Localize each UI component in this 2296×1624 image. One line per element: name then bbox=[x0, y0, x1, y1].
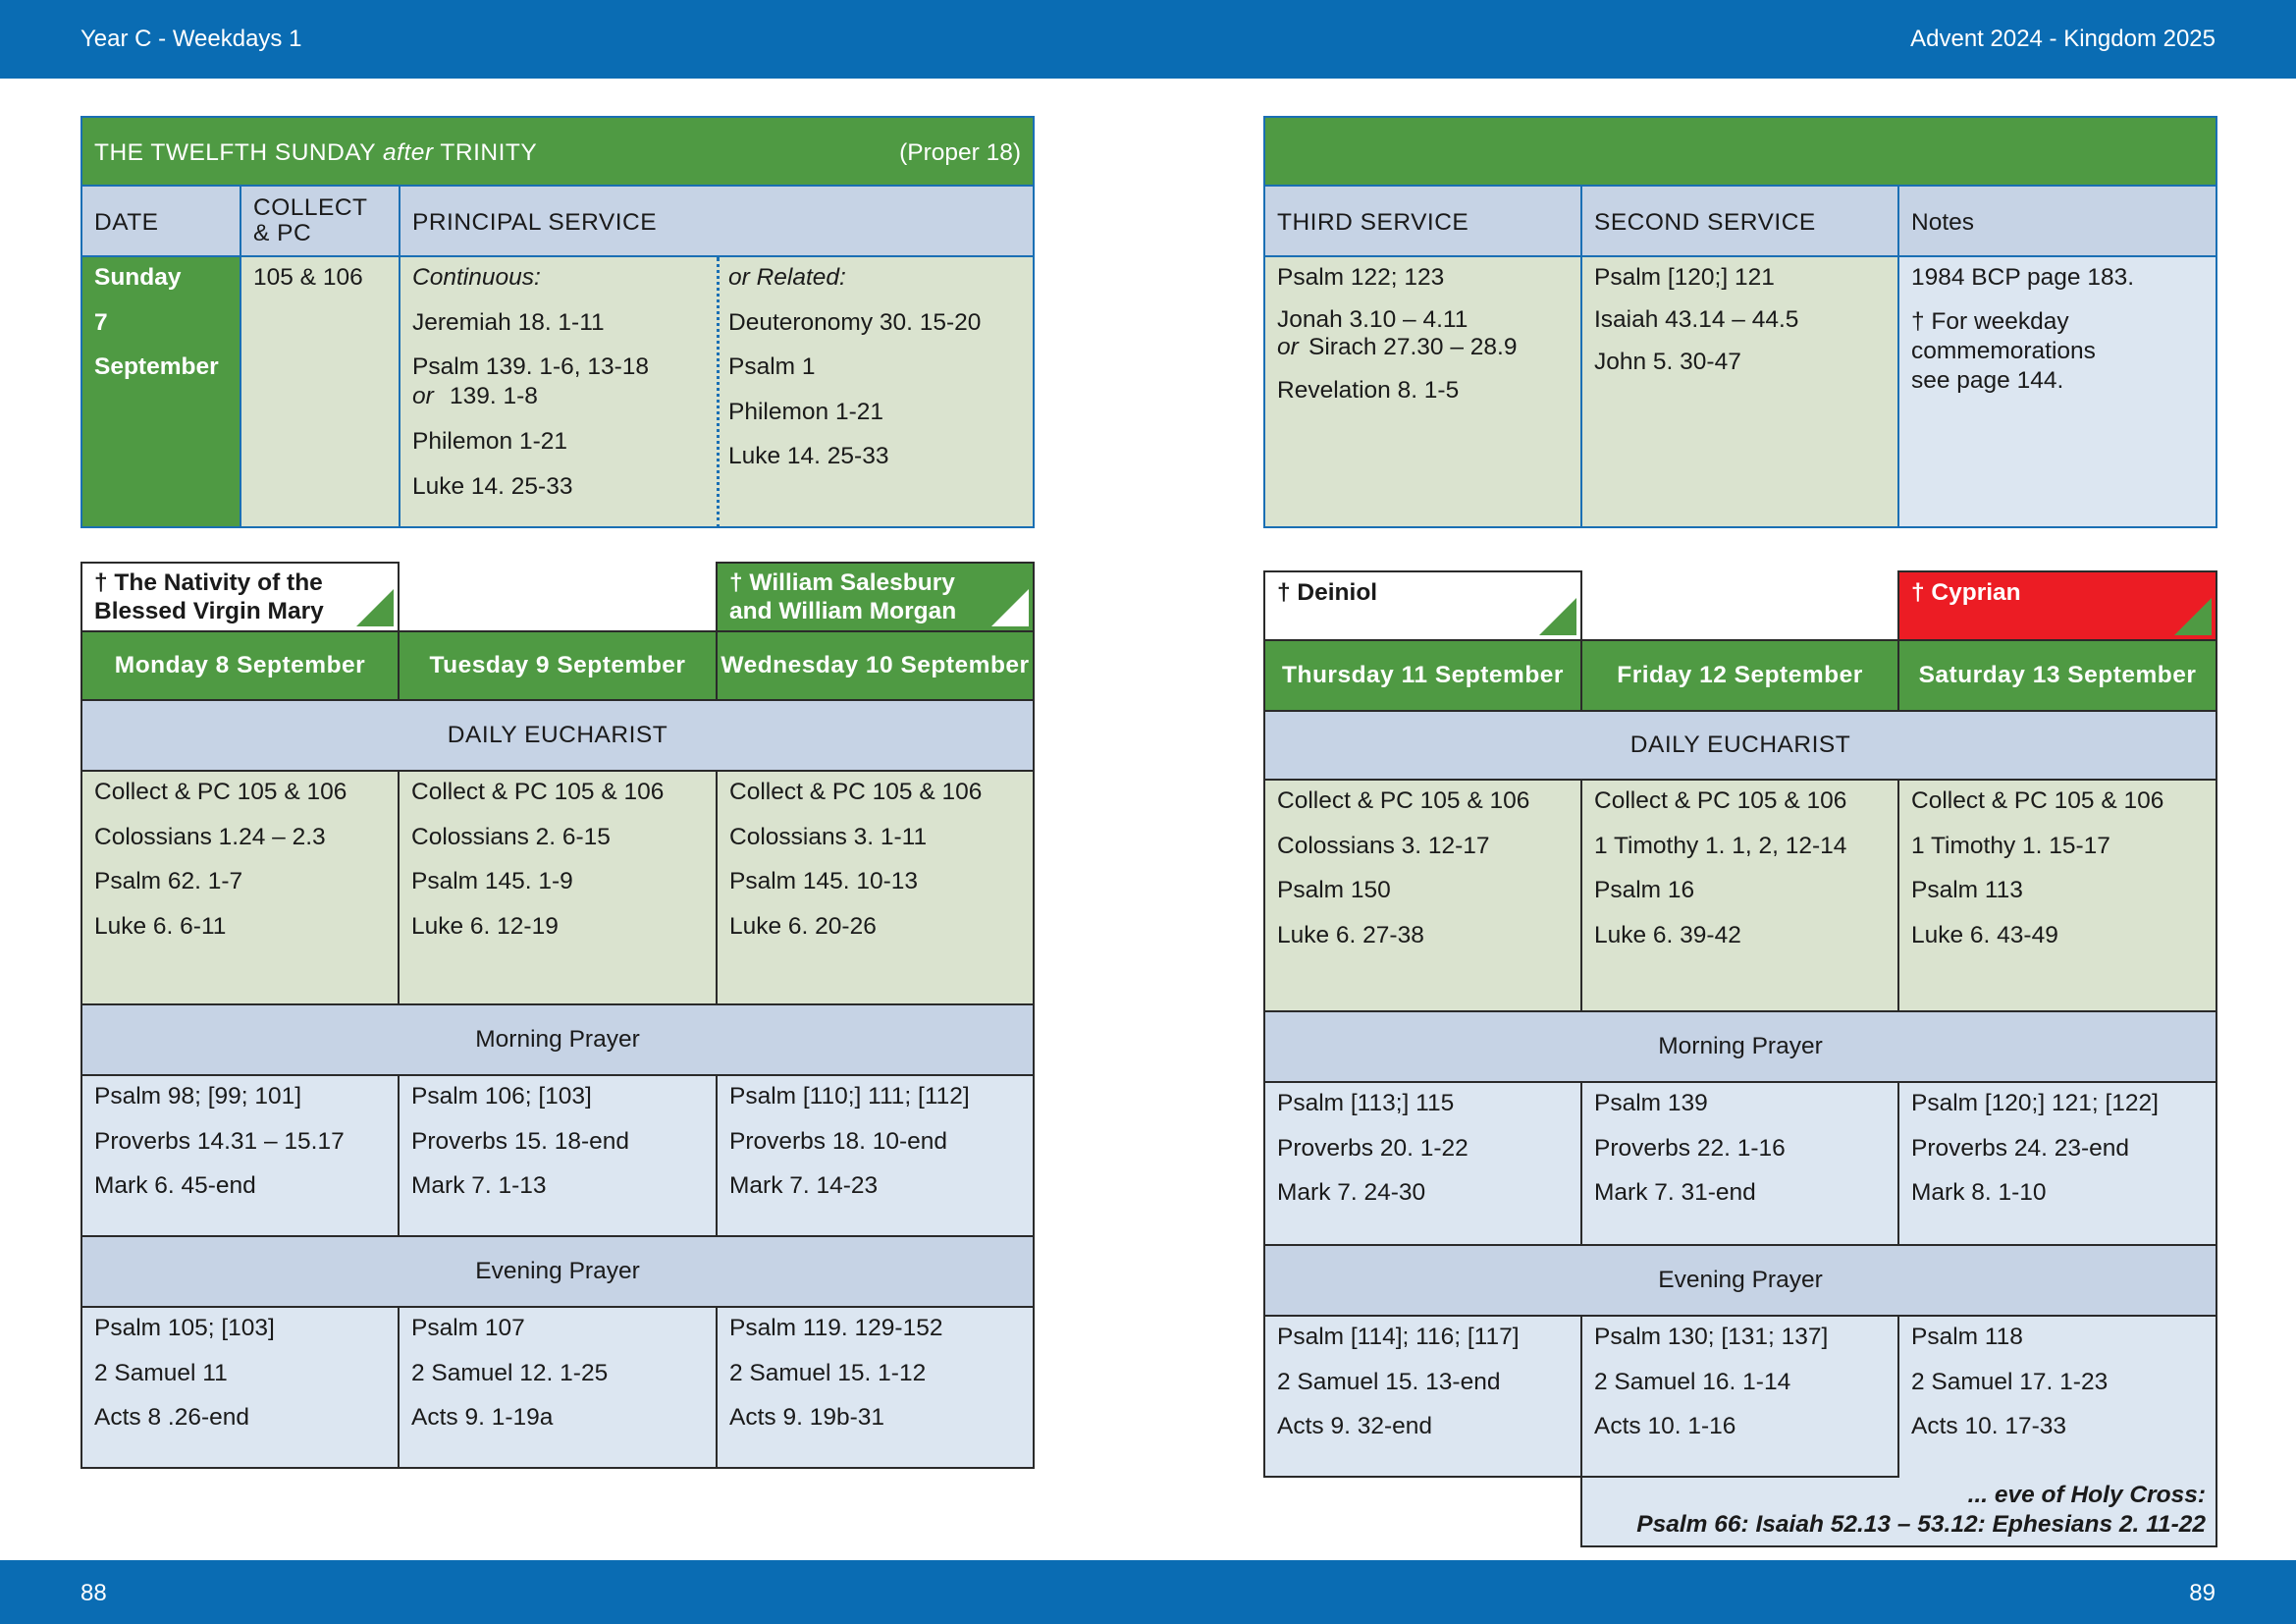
white-colour-marker-icon bbox=[991, 589, 1029, 626]
morning-friday: Psalm 139 Proverbs 22. 1-16 Mark 7. 31-e… bbox=[1580, 1081, 1899, 1246]
third-service-cell: Psalm 122; 123 Jonah 3.10 – 4.11 or Sira… bbox=[1263, 255, 1582, 528]
eucharist-thursday: Collect & PC 105 & 106 Colossians 3. 12-… bbox=[1263, 779, 1582, 1012]
footer-bar: 88 89 bbox=[0, 1560, 2296, 1624]
sunday-date-cell: Sunday 7 September bbox=[80, 255, 241, 528]
evening-tuesday: Psalm 107 2 Samuel 12. 1-25 Acts 9. 1-19… bbox=[398, 1306, 718, 1469]
friday-bottom-border bbox=[1580, 1476, 1899, 1478]
evening-monday: Psalm 105; [103] 2 Samuel 11 Acts 8 .26-… bbox=[80, 1306, 400, 1469]
eucharist-monday: Collect & PC 105 & 106 Colossians 1.24 –… bbox=[80, 770, 400, 1005]
evening-saturday: Psalm 118 2 Samuel 17. 1-23 Acts 10. 17-… bbox=[1897, 1315, 2217, 1478]
daily-eucharist-label-right: DAILY EUCHARIST bbox=[1263, 710, 2217, 781]
col-notes-header: Notes bbox=[1897, 185, 2217, 257]
commemoration-saturday: † Cyprian bbox=[1897, 570, 2217, 641]
principal-service-cell: Continuous: Jeremiah 18. 1-11 Psalm 139.… bbox=[399, 255, 1035, 528]
eve-of-holy-cross-note: ... eve of Holy Cross: Psalm 66: Isaiah … bbox=[1580, 1476, 2217, 1547]
commemoration-monday: † The Nativity of the Blessed Virgin Mar… bbox=[80, 562, 400, 632]
sunday-title: THE TWELFTH SUNDAY after TRINITY bbox=[94, 139, 538, 166]
col-second-header: SECOND SERVICE bbox=[1580, 185, 1899, 257]
commemoration-wednesday: † William Salesbury and William Morgan bbox=[716, 562, 1035, 632]
evening-prayer-label: Evening Prayer bbox=[80, 1235, 1035, 1308]
day-header-monday: Monday 8 September bbox=[80, 630, 400, 701]
green-colour-marker-icon bbox=[1539, 598, 1576, 635]
day-header-friday: Friday 12 September bbox=[1580, 639, 1899, 712]
eucharist-wednesday: Collect & PC 105 & 106 Colossians 3. 1-1… bbox=[716, 770, 1035, 1005]
sunday-collect-cell: 105 & 106 bbox=[240, 255, 400, 528]
day-header-thursday: Thursday 11 September bbox=[1263, 639, 1582, 712]
header-right: Advent 2024 - Kingdom 2025 bbox=[1910, 26, 2216, 52]
morning-prayer-label: Morning Prayer bbox=[80, 1003, 1035, 1076]
related-label: or Related: bbox=[728, 264, 846, 291]
day-header-tuesday: Tuesday 9 September bbox=[398, 630, 718, 701]
sunday-title-bar-right bbox=[1263, 116, 2217, 187]
day-header-saturday: Saturday 13 September bbox=[1897, 639, 2217, 712]
morning-tuesday: Psalm 106; [103] Proverbs 15. 18-end Mar… bbox=[398, 1074, 718, 1237]
col-principal-header: PRINCIPAL SERVICE bbox=[399, 185, 1035, 257]
col-date-header: DATE bbox=[80, 185, 241, 257]
green-colour-marker-icon bbox=[356, 589, 394, 626]
morning-thursday: Psalm [113;] 115 Proverbs 20. 1-22 Mark … bbox=[1263, 1081, 1582, 1246]
sunday-title-bar: THE TWELFTH SUNDAY after TRINITY (Proper… bbox=[80, 116, 1035, 187]
eucharist-saturday: Collect & PC 105 & 106 1 Timothy 1. 15-1… bbox=[1897, 779, 2217, 1012]
green-colour-marker-icon bbox=[2174, 598, 2212, 635]
morning-prayer-label-right: Morning Prayer bbox=[1263, 1010, 2217, 1083]
page-number-left: 88 bbox=[80, 1580, 107, 1606]
col-third-header: THIRD SERVICE bbox=[1263, 185, 1582, 257]
morning-saturday: Psalm [120;] 121; [122] Proverbs 24. 23-… bbox=[1897, 1081, 2217, 1246]
morning-monday: Psalm 98; [99; 101] Proverbs 14.31 – 15.… bbox=[80, 1074, 400, 1237]
evening-wednesday: Psalm 119. 129-152 2 Samuel 15. 1-12 Act… bbox=[716, 1306, 1035, 1469]
morning-wednesday: Psalm [110;] 111; [112] Proverbs 18. 10-… bbox=[716, 1074, 1035, 1237]
eucharist-friday: Collect & PC 105 & 106 1 Timothy 1. 1, 2… bbox=[1580, 779, 1899, 1012]
dotted-divider bbox=[717, 257, 720, 526]
evening-thursday: Psalm [114]; 116; [117] 2 Samuel 15. 13-… bbox=[1263, 1315, 1582, 1478]
commemoration-thursday: † Deiniol bbox=[1263, 570, 1582, 641]
header-left: Year C - Weekdays 1 bbox=[80, 26, 302, 52]
proper-label: (Proper 18) bbox=[899, 139, 1021, 166]
continuous-label: Continuous: bbox=[412, 264, 541, 291]
evening-prayer-label-right: Evening Prayer bbox=[1263, 1244, 2217, 1317]
daily-eucharist-label: DAILY EUCHARIST bbox=[80, 699, 1035, 772]
second-service-cell: Psalm [120;] 121 Isaiah 43.14 – 44.5 Joh… bbox=[1580, 255, 1899, 528]
eucharist-tuesday: Collect & PC 105 & 106 Colossians 2. 6-1… bbox=[398, 770, 718, 1005]
day-header-wednesday: Wednesday 10 September bbox=[716, 630, 1035, 701]
page-number-right: 89 bbox=[2189, 1580, 2216, 1606]
header-bar: Year C - Weekdays 1 Advent 2024 - Kingdo… bbox=[0, 0, 2296, 79]
evening-friday: Psalm 130; [131; 137] 2 Samuel 16. 1-14 … bbox=[1580, 1315, 1899, 1478]
notes-cell: 1984 BCP page 183. † For weekday commemo… bbox=[1897, 255, 2217, 528]
col-collect-header: COLLECT & PC bbox=[240, 185, 400, 257]
